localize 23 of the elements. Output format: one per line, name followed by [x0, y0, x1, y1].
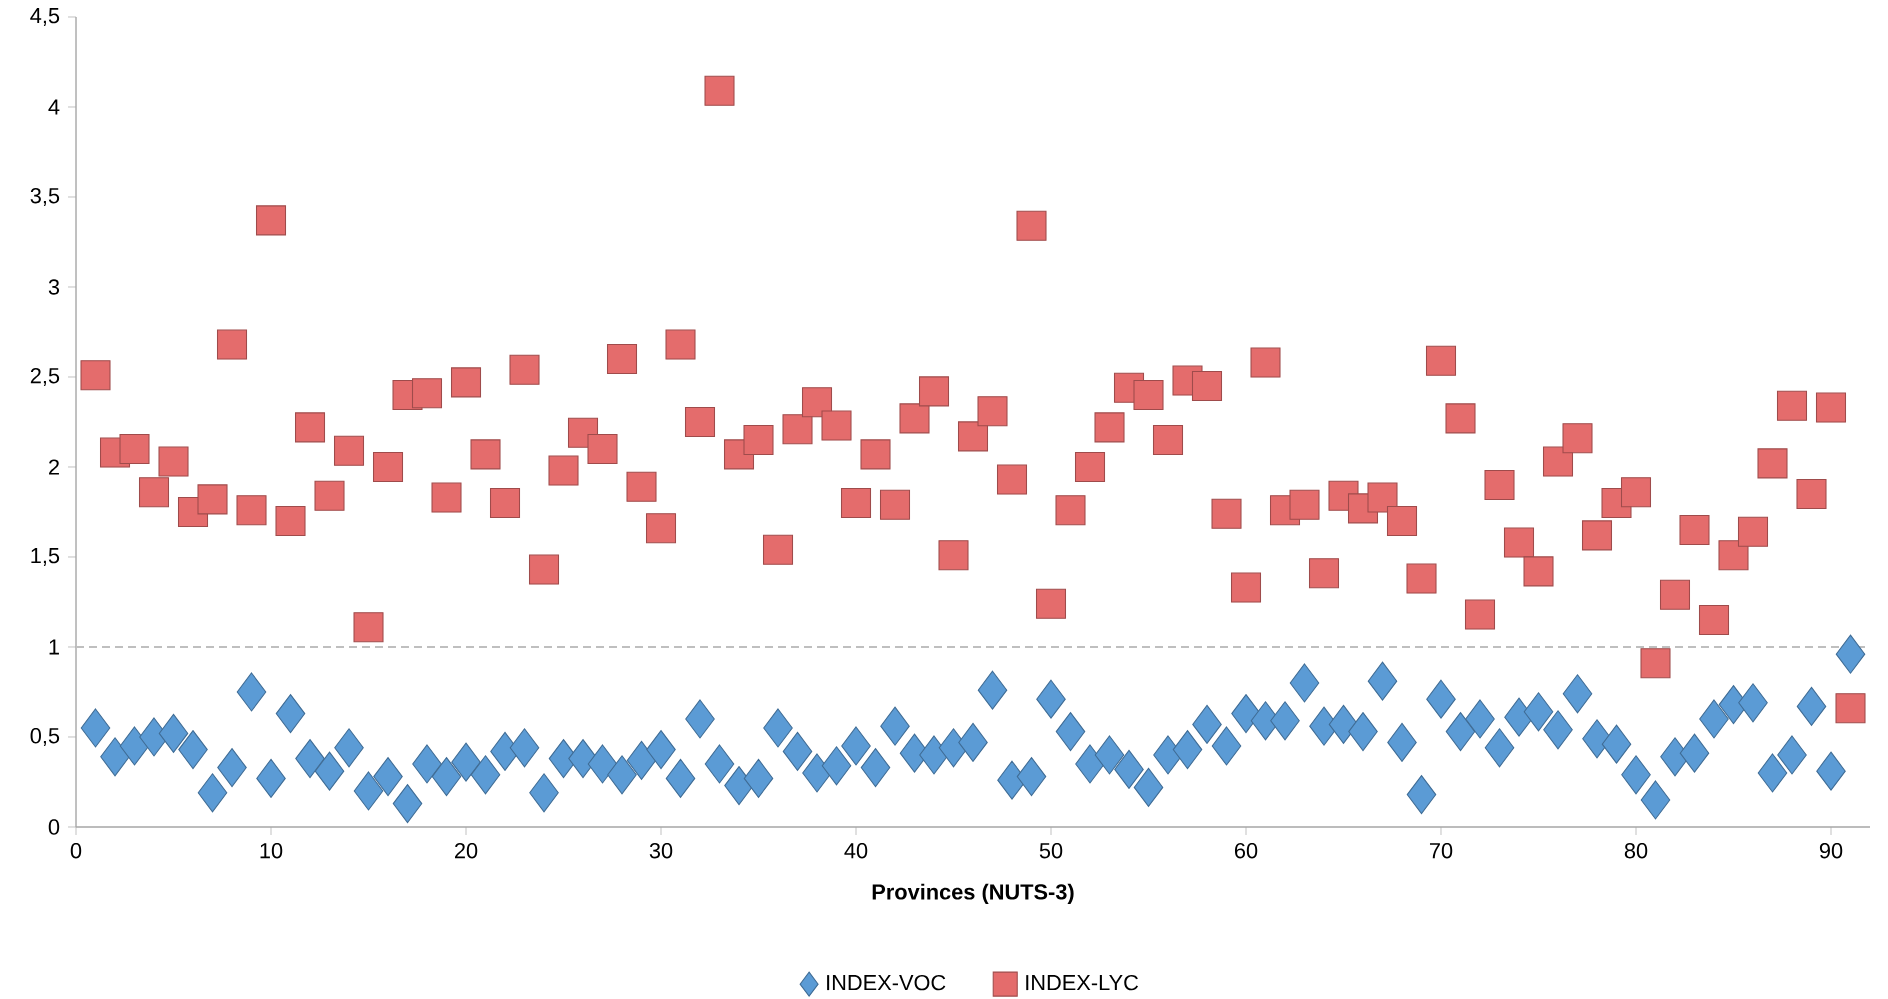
x-tick-label: 50 [1039, 842, 1063, 859]
y-tick-label: 1,5 [31, 548, 60, 566]
x-tick-label: 60 [1234, 842, 1258, 859]
x-tick-label: 70 [1429, 842, 1453, 859]
y-tick-label: 0 [48, 819, 60, 835]
y-tick-label: 2 [49, 459, 59, 475]
legend-label: INDEX-LYC [1026, 974, 1139, 991]
x-axis-title: Provinces (NUTS-3) [872, 883, 1074, 904]
x-tick-label: 80 [1624, 842, 1648, 859]
x-tick-label: 30 [649, 842, 673, 859]
y-tick-label: 0,5 [30, 727, 60, 747]
y-tick-label: 3 [48, 279, 60, 295]
y-tick-label: 2,5 [30, 367, 60, 387]
x-tick-label: 20 [454, 842, 478, 859]
y-tick-label: 1 [49, 639, 59, 655]
y-tick-label: 4 [48, 99, 60, 115]
x-tick-label: 0 [70, 842, 82, 859]
y-tick-label: 4,5 [30, 8, 60, 26]
y-tick-label: 3,5 [30, 187, 60, 207]
legend-label: INDEX-VOC [827, 974, 946, 991]
x-tick-label: 10 [260, 842, 283, 859]
x-tick-label: 40 [844, 842, 868, 859]
x-tick-label: 90 [1819, 842, 1843, 859]
